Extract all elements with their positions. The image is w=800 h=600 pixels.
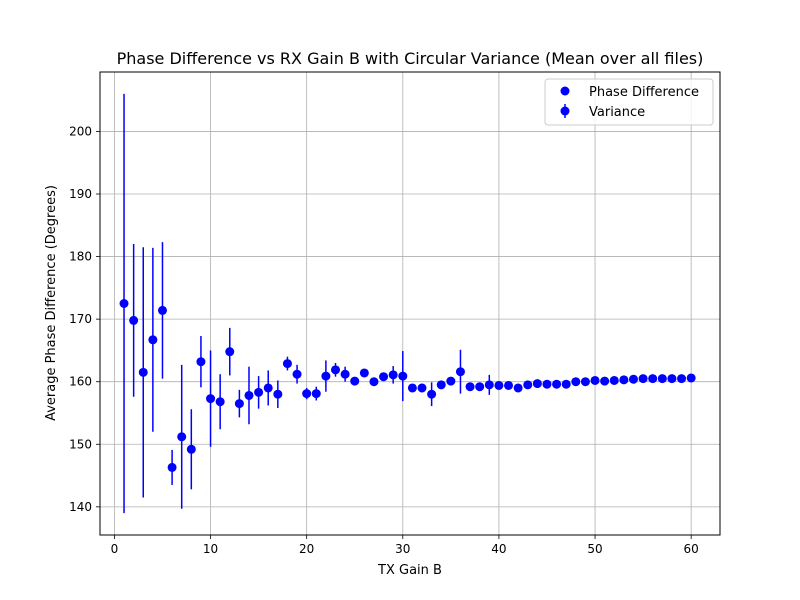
- data-point: [552, 379, 562, 389]
- data-point: [686, 373, 696, 383]
- data-point: [206, 394, 216, 404]
- data-point: [148, 335, 158, 345]
- data-point: [263, 383, 273, 393]
- data-point: [648, 374, 658, 384]
- data-point: [590, 375, 600, 385]
- data-point: [379, 372, 389, 382]
- data-point: [561, 379, 571, 389]
- x-tick-label: 0: [111, 542, 119, 556]
- data-point: [273, 389, 283, 399]
- data-point: [225, 347, 235, 357]
- data-point: [119, 299, 129, 308]
- data-point: [455, 367, 465, 377]
- data-point: [571, 377, 581, 387]
- data-points: [119, 299, 696, 472]
- x-tick-label: 50: [587, 542, 602, 556]
- legend: Phase Difference Variance: [544, 78, 714, 126]
- x-axis-label: TX Gain B: [377, 563, 442, 578]
- data-point: [369, 377, 379, 387]
- x-tick-label: 30: [395, 542, 410, 556]
- legend-label-variance: Variance: [589, 105, 645, 120]
- data-point: [407, 383, 417, 393]
- legend-label-phase-difference: Phase Difference: [589, 85, 699, 100]
- y-tick-label: 160: [69, 375, 92, 389]
- legend-box: [544, 78, 714, 126]
- y-tick-label: 170: [69, 312, 92, 326]
- y-axis-ticks: 140 150 160 170 180 190 200: [69, 124, 100, 514]
- legend-errorbar-marker: [560, 106, 570, 116]
- x-tick-label: 60: [684, 542, 699, 556]
- data-point: [340, 369, 350, 379]
- plot-area-frame: [99, 71, 721, 536]
- legend-dot-marker: [560, 86, 570, 96]
- data-point: [542, 379, 552, 389]
- data-point: [436, 380, 446, 390]
- data-point: [600, 376, 610, 386]
- data-point: [475, 382, 485, 392]
- x-axis-ticks: 0 10 20 30 40 50 60: [111, 535, 699, 556]
- data-point: [523, 380, 533, 390]
- data-point: [619, 375, 629, 385]
- data-point: [657, 374, 667, 384]
- y-tick-label: 150: [69, 437, 92, 451]
- data-point: [494, 380, 504, 390]
- data-point: [359, 368, 369, 378]
- x-tick-label: 10: [203, 542, 218, 556]
- y-tick-label: 190: [69, 187, 92, 201]
- data-point: [177, 432, 187, 442]
- data-point: [254, 387, 264, 397]
- data-point: [167, 462, 177, 472]
- data-point: [292, 369, 302, 379]
- y-tick-label: 180: [69, 250, 92, 264]
- data-point: [465, 382, 475, 392]
- data-point: [628, 374, 638, 384]
- data-point: [609, 375, 619, 385]
- x-tick-label: 20: [299, 542, 314, 556]
- y-tick-label: 140: [69, 500, 92, 514]
- data-point: [138, 367, 148, 377]
- data-point: [532, 379, 542, 389]
- data-point: [504, 380, 514, 390]
- data-point: [677, 374, 687, 384]
- chart-title: Phase Difference vs RX Gain B with Circu…: [117, 49, 704, 68]
- y-tick-label: 200: [69, 124, 92, 138]
- data-point: [302, 389, 312, 399]
- data-point: [196, 357, 206, 367]
- data-point: [331, 365, 341, 375]
- y-axis-label: Average Phase Difference (Degrees): [44, 185, 59, 421]
- data-point: [638, 374, 648, 384]
- data-point: [417, 383, 427, 393]
- data-point: [244, 390, 254, 400]
- data-point: [282, 359, 292, 369]
- data-point: [398, 371, 408, 381]
- data-point: [157, 305, 167, 315]
- data-point: [427, 389, 437, 399]
- data-point: [321, 371, 331, 381]
- data-point: [215, 397, 225, 407]
- data-point: [388, 370, 398, 380]
- data-point: [129, 315, 139, 325]
- data-point: [234, 399, 244, 409]
- data-point: [311, 389, 321, 399]
- data-point: [350, 376, 360, 386]
- data-point: [513, 383, 523, 393]
- data-point: [484, 380, 494, 390]
- x-tick-label: 40: [491, 542, 506, 556]
- data-point: [446, 376, 456, 386]
- data-point: [186, 444, 196, 454]
- data-point: [580, 377, 590, 387]
- data-point: [667, 374, 677, 384]
